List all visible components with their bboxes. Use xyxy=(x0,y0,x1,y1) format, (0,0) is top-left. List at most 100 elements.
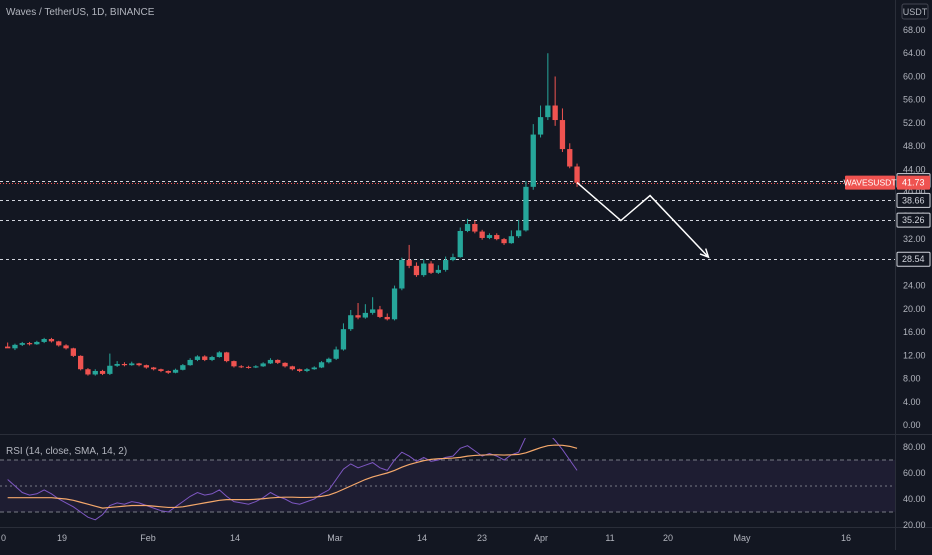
rsi-pane xyxy=(0,438,895,521)
time-tick-label: 0 xyxy=(1,533,6,543)
level-label-box xyxy=(896,251,931,267)
time-tick-label: 16 xyxy=(841,533,851,543)
rsi-tick-label: 80.00 xyxy=(903,442,926,452)
price-tick-label: 44.00 xyxy=(903,164,926,174)
price-tick-label: 32.00 xyxy=(903,234,926,244)
level-label-box xyxy=(896,192,931,208)
candle-body xyxy=(304,369,310,371)
candle-body xyxy=(289,366,295,370)
time-axis: 0 19 Feb 14 Mar 14 23 Apr 11 20 May 16 xyxy=(1,533,851,543)
candle-body xyxy=(457,230,463,258)
price-tick-label: 60.00 xyxy=(903,71,926,81)
candle-body xyxy=(143,365,149,368)
time-tick-label: 14 xyxy=(417,533,427,543)
price-tick-label: 52.00 xyxy=(903,118,926,128)
time-tick-label: 14 xyxy=(230,533,240,543)
candle-body xyxy=(165,370,171,373)
rsi-ma-line xyxy=(7,444,578,509)
candle-body xyxy=(245,366,252,368)
price-tick-label: 68.00 xyxy=(903,25,926,35)
price-tick-label: 56.00 xyxy=(903,95,926,105)
candle-body xyxy=(231,361,237,367)
candle-body xyxy=(107,365,113,374)
candle-body xyxy=(326,358,332,363)
last-price-tag-bg xyxy=(897,175,930,190)
candle-body xyxy=(384,316,390,320)
candle-body xyxy=(202,356,208,360)
candle-body xyxy=(129,363,135,366)
candle-body xyxy=(494,235,500,240)
horizontal-levels xyxy=(0,181,895,260)
candle-body xyxy=(19,343,25,345)
candle-body xyxy=(450,257,456,261)
level-label: 28.54 xyxy=(902,254,925,264)
price-tick-label: 48.00 xyxy=(903,141,926,151)
price-tick-label: 12.00 xyxy=(903,350,926,360)
price-tick-label: 24.00 xyxy=(903,281,926,291)
currency-label: USDT xyxy=(903,7,928,17)
candle-body xyxy=(559,120,566,150)
candle-body xyxy=(508,236,514,244)
candle-body xyxy=(523,186,529,231)
candle-body xyxy=(187,359,193,366)
time-tick-label: 23 xyxy=(477,533,487,543)
time-tick-label: Apr xyxy=(534,533,548,543)
candle-body xyxy=(172,369,179,373)
currency-badge[interactable] xyxy=(901,3,929,20)
candle-body xyxy=(413,265,420,276)
candle-body xyxy=(479,231,485,238)
candle-body xyxy=(537,117,544,135)
candle-body xyxy=(12,344,18,349)
rsi-label: RSI (14, close, SMA, 14, 2) xyxy=(6,446,127,457)
level-label: 35.26 xyxy=(902,215,925,225)
candle-body xyxy=(435,269,441,273)
candle-body xyxy=(428,263,434,273)
candle-body xyxy=(406,260,412,266)
last-price-tag-label: 41.73 xyxy=(902,178,925,188)
price-tick-label: 8.00 xyxy=(903,374,921,384)
candle-body xyxy=(253,366,259,368)
candle-body xyxy=(443,260,449,270)
candle-body xyxy=(318,362,325,368)
rsi-line xyxy=(7,438,578,521)
candle-body xyxy=(421,263,427,276)
price-axis: 68.00 64.00 60.00 56.00 52.00 48.00 44.00 40.00… xyxy=(844,25,931,530)
rsi-tick-label: 60.00 xyxy=(903,468,926,478)
rsi-tick-label: 40.00 xyxy=(903,494,926,504)
time-tick-label: 19 xyxy=(57,533,67,543)
price-tick-label: 4.00 xyxy=(903,397,921,407)
candle-body xyxy=(464,224,471,231)
candle-body xyxy=(340,329,347,350)
candle-body xyxy=(370,309,376,313)
candle-body xyxy=(151,367,157,370)
candle-body xyxy=(391,288,398,320)
time-tick-label: May xyxy=(733,533,751,543)
candle-body xyxy=(48,339,55,342)
projection-arrowhead xyxy=(699,248,710,259)
time-tick-label: Feb xyxy=(140,533,156,543)
candle-body xyxy=(530,134,536,187)
candle-body xyxy=(545,105,551,118)
candle-body xyxy=(574,166,580,183)
candle-body xyxy=(180,365,186,370)
candle-body xyxy=(99,370,106,374)
candle-body xyxy=(5,346,11,349)
candle-body xyxy=(260,363,266,367)
symbol-tag-bg xyxy=(845,175,895,190)
candle-body xyxy=(516,230,522,237)
candle-body xyxy=(114,364,120,366)
candle-body xyxy=(377,309,383,317)
candle-body xyxy=(224,352,230,362)
candle-body xyxy=(333,349,339,359)
chart-title: Waves / TetherUS, 1D, BINANCE xyxy=(6,7,155,18)
candle-body xyxy=(78,355,84,370)
rsi-tick-label: 20.00 xyxy=(903,520,926,530)
candle-body xyxy=(238,366,244,368)
candle-body xyxy=(311,367,317,370)
time-tick-label: 11 xyxy=(605,533,614,543)
time-tick-label: Mar xyxy=(327,533,343,543)
projection-arrow xyxy=(576,182,710,259)
